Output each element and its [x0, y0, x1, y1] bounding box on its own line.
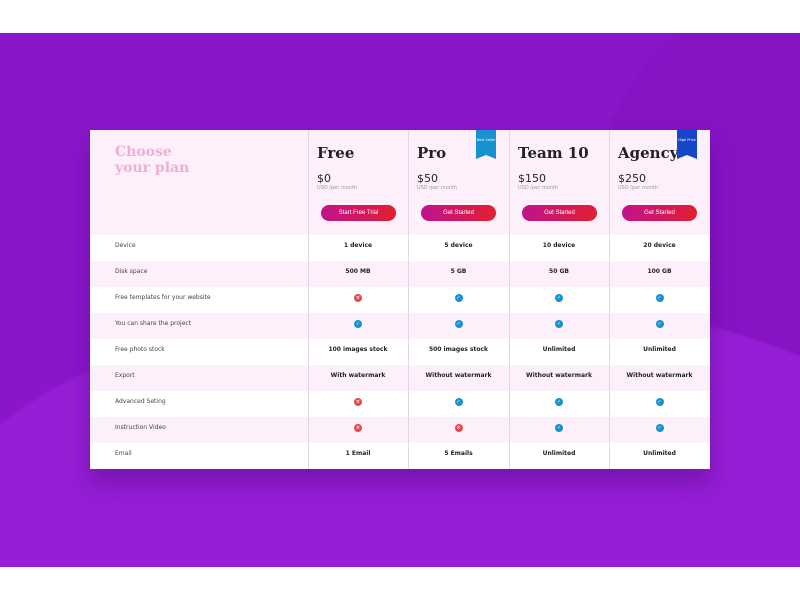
- plan-column-pro: Pro $50 USD /per month Get Started Best S…: [408, 130, 509, 469]
- plan-name: Agency: [618, 144, 679, 162]
- plan-name: Pro: [417, 144, 447, 162]
- plan-column-team-10: Team 10 $150 USD /per month Get Started: [509, 130, 609, 469]
- plan-period: USD /per month: [417, 185, 458, 191]
- feature-value: Without watermark: [526, 372, 592, 379]
- feature-value: 5 Emails: [444, 450, 473, 457]
- feature-value: 10 device: [542, 242, 576, 249]
- feature-value: Unlimited: [643, 346, 676, 353]
- feature-label: You can share the project: [115, 320, 192, 327]
- feature-cell: ×: [308, 287, 408, 309]
- cross-icon: ×: [454, 423, 463, 432]
- feature-value: Without watermark: [626, 372, 693, 379]
- feature-value: 500 MB: [345, 268, 371, 275]
- feature-value: 5 GB: [450, 268, 467, 275]
- feature-cell: ✓: [408, 391, 509, 413]
- feature-value: 100 GB: [647, 268, 672, 275]
- check-icon: ✓: [454, 293, 463, 302]
- table-row: Device 1 device 5 device 10 device 20 device: [90, 235, 710, 261]
- plan-price: $250: [618, 172, 646, 185]
- feature-cell: ×: [308, 417, 408, 439]
- feature-cell: ✓: [609, 287, 710, 309]
- feature-value: With watermark: [330, 372, 386, 379]
- feature-cell: ✓: [509, 287, 609, 309]
- feature-cell: ✓: [408, 287, 509, 309]
- check-icon: ✓: [454, 319, 463, 328]
- table-header: Choose your plan: [90, 130, 710, 235]
- plan-price: $0: [317, 172, 331, 185]
- check-icon: ✓: [655, 397, 664, 406]
- feature-cell: ✓: [408, 313, 509, 335]
- feature-cell: ✓: [509, 313, 609, 335]
- feature-label: Free photo stock: [115, 346, 165, 353]
- feature-cell: ×: [408, 417, 509, 439]
- feature-value: 1 device: [343, 242, 373, 249]
- ribbon-badge: High Price: [677, 130, 697, 159]
- plan-period: USD /per month: [317, 185, 358, 191]
- check-icon: ✓: [655, 319, 664, 328]
- check-icon: ✓: [655, 423, 664, 432]
- feature-cell: ✓: [308, 313, 408, 335]
- feature-label: Device: [115, 242, 136, 249]
- feature-cell: ✓: [509, 391, 609, 413]
- feature-cell: ✓: [609, 313, 710, 335]
- check-icon: ✓: [655, 293, 664, 302]
- feature-value: Unlimited: [643, 450, 676, 457]
- feature-cell: ✓: [609, 391, 710, 413]
- feature-label: Disk space: [115, 268, 148, 275]
- check-icon: ✓: [555, 293, 563, 302]
- feature-label: Export: [115, 372, 135, 379]
- check-icon: ✓: [454, 397, 463, 406]
- feature-value: Unlimited: [542, 346, 576, 353]
- feature-label: Advanced Seting: [115, 398, 166, 405]
- table-row: Instruction Video × × ✓ ✓: [90, 417, 710, 443]
- cross-icon: ×: [354, 293, 362, 302]
- plan-period: USD /per month: [518, 185, 559, 191]
- feature-value: Unlimited: [542, 450, 576, 457]
- feature-cell: ×: [308, 391, 408, 413]
- feature-value: Without watermark: [425, 372, 492, 379]
- table-row: Export With watermark Without watermark Wit…: [90, 365, 710, 391]
- plan-column-agency: Agency $250 USD /per month Get Started Hi…: [609, 130, 710, 469]
- plan-name: Free: [317, 144, 355, 162]
- table-row: Advanced Seting × ✓ ✓ ✓: [90, 391, 710, 417]
- get-started-button[interactable]: Get Started: [421, 205, 496, 221]
- get-started-button[interactable]: Get Started: [622, 205, 697, 221]
- plan-price: $50: [417, 172, 438, 185]
- title-line: your plan: [115, 160, 190, 176]
- table-row: Free templates for your website × ✓ ✓ ✓: [90, 287, 710, 313]
- page-title: Choose your plan: [115, 144, 235, 176]
- feature-cell: ✓: [509, 417, 609, 439]
- plan-period: USD /per month: [618, 185, 659, 191]
- cross-icon: ×: [354, 397, 362, 406]
- plan-name: Team 10: [518, 144, 589, 162]
- ribbon-badge: Best Seller: [476, 130, 496, 159]
- check-icon: ✓: [555, 319, 563, 328]
- feature-value: 20 device: [643, 242, 676, 249]
- feature-value: 100 images stock: [328, 346, 388, 353]
- table-row: You can share the project ✓ ✓ ✓ ✓: [90, 313, 710, 339]
- feature-value: 5 device: [444, 242, 473, 249]
- table-row: Disk space 500 MB 5 GB 50 GB 100 GB: [90, 261, 710, 287]
- get-started-button[interactable]: Get Started: [522, 205, 597, 221]
- start-free-trial-button[interactable]: Start Free Trial: [321, 205, 396, 221]
- feature-label: Instruction Video: [115, 424, 166, 431]
- feature-value: 500 images stock: [428, 346, 489, 353]
- table-row: Email 1 Email 5 Emails Unlimited Unlimited: [90, 443, 710, 469]
- check-icon: ✓: [555, 397, 563, 406]
- plan-column-free: Free $0 USD /per month Start Free Trial: [308, 130, 408, 469]
- plan-price: $150: [518, 172, 546, 185]
- feature-value: 50 GB: [549, 268, 569, 275]
- cross-icon: ×: [354, 423, 362, 432]
- pricing-table: Choose your plan Device 1 device 5 device 10…: [90, 130, 710, 469]
- feature-value: 1 Email: [345, 450, 371, 457]
- feature-label: Free templates for your website: [115, 294, 211, 301]
- check-icon: ✓: [555, 423, 563, 432]
- table-row: Free photo stock 100 images stock 500 imag…: [90, 339, 710, 365]
- title-line: Choose: [115, 144, 172, 160]
- feature-label: Email: [115, 450, 132, 457]
- feature-cell: ✓: [609, 417, 710, 439]
- check-icon: ✓: [354, 319, 362, 328]
